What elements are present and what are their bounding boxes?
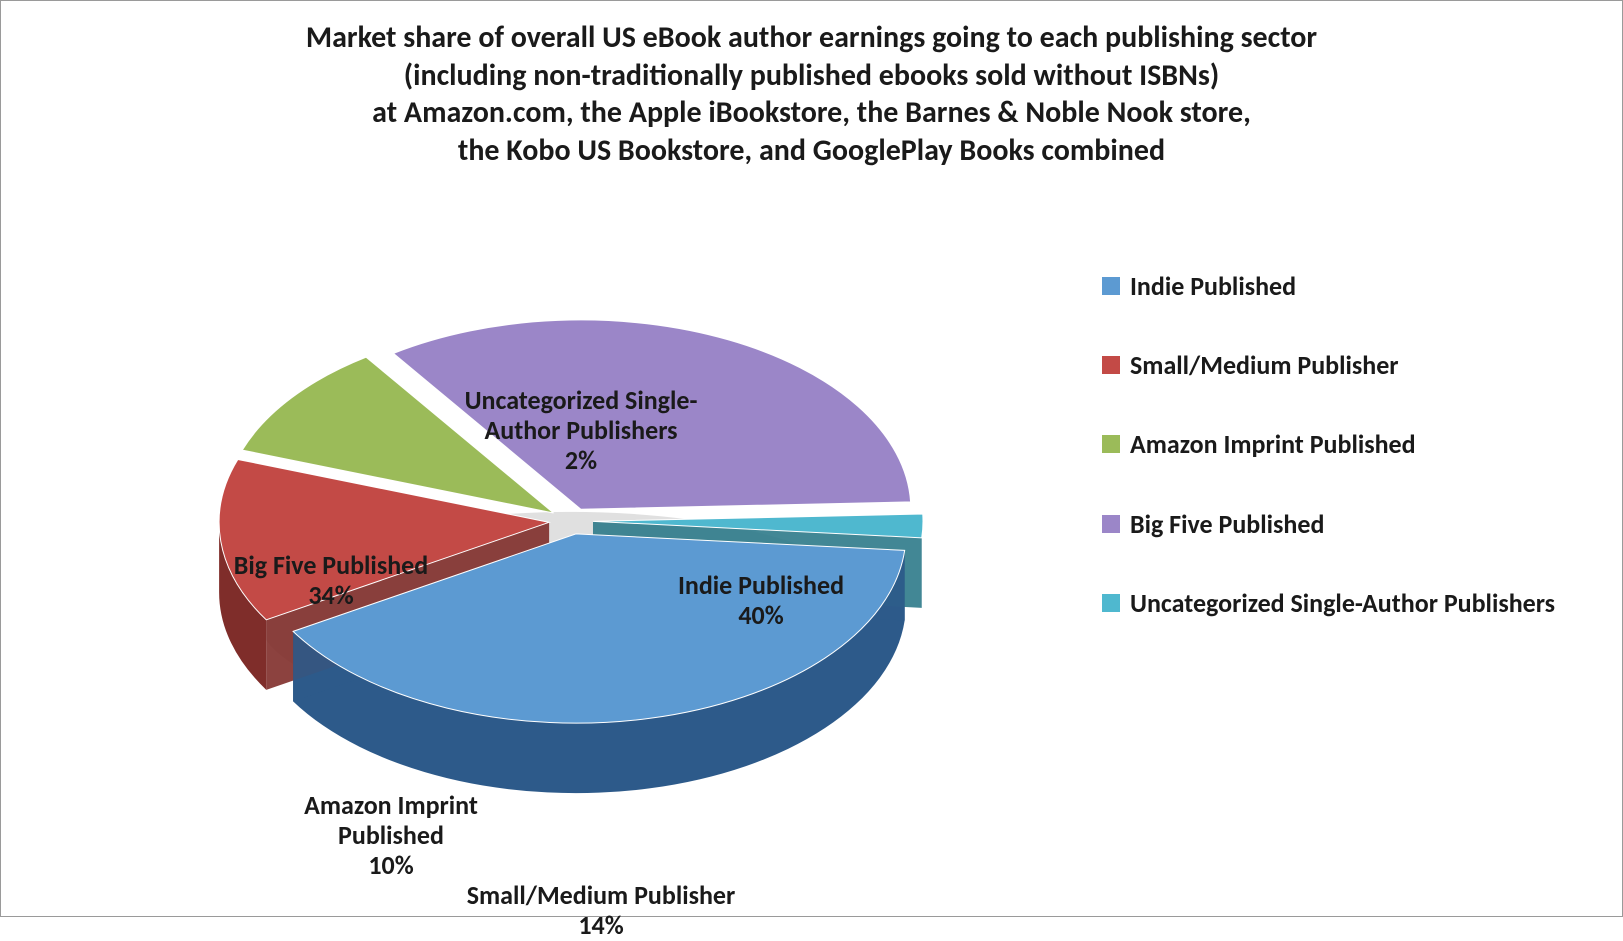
legend-swatch xyxy=(1102,277,1120,295)
legend-item: Big Five Published xyxy=(1102,509,1582,540)
legend: Indie Published Small/Medium Publisher Ama… xyxy=(1102,271,1582,667)
legend-label: Indie Published xyxy=(1130,271,1296,302)
chart-frame: Market share of overall US eBook author … xyxy=(0,0,1623,917)
legend-swatch xyxy=(1102,515,1120,533)
chart-title: Market share of overall US eBook author … xyxy=(1,19,1622,169)
legend-item: Uncategorized Single-Author Publishers xyxy=(1102,588,1582,619)
legend-item: Amazon Imprint Published xyxy=(1102,429,1582,460)
legend-item: Small/Medium Publisher xyxy=(1102,350,1582,381)
legend-swatch xyxy=(1102,594,1120,612)
legend-swatch xyxy=(1102,435,1120,453)
legend-label: Small/Medium Publisher xyxy=(1130,350,1399,381)
legend-label: Big Five Published xyxy=(1130,509,1324,540)
legend-label: Amazon Imprint Published xyxy=(1130,429,1416,460)
pie-data-label: Small/Medium Publisher 14% xyxy=(451,881,751,941)
legend-item: Indie Published xyxy=(1102,271,1582,302)
legend-label: Uncategorized Single-Author Publishers xyxy=(1130,588,1555,619)
pie-chart: Indie Published 40%Small/Medium Publishe… xyxy=(121,201,1021,881)
legend-swatch xyxy=(1102,356,1120,374)
